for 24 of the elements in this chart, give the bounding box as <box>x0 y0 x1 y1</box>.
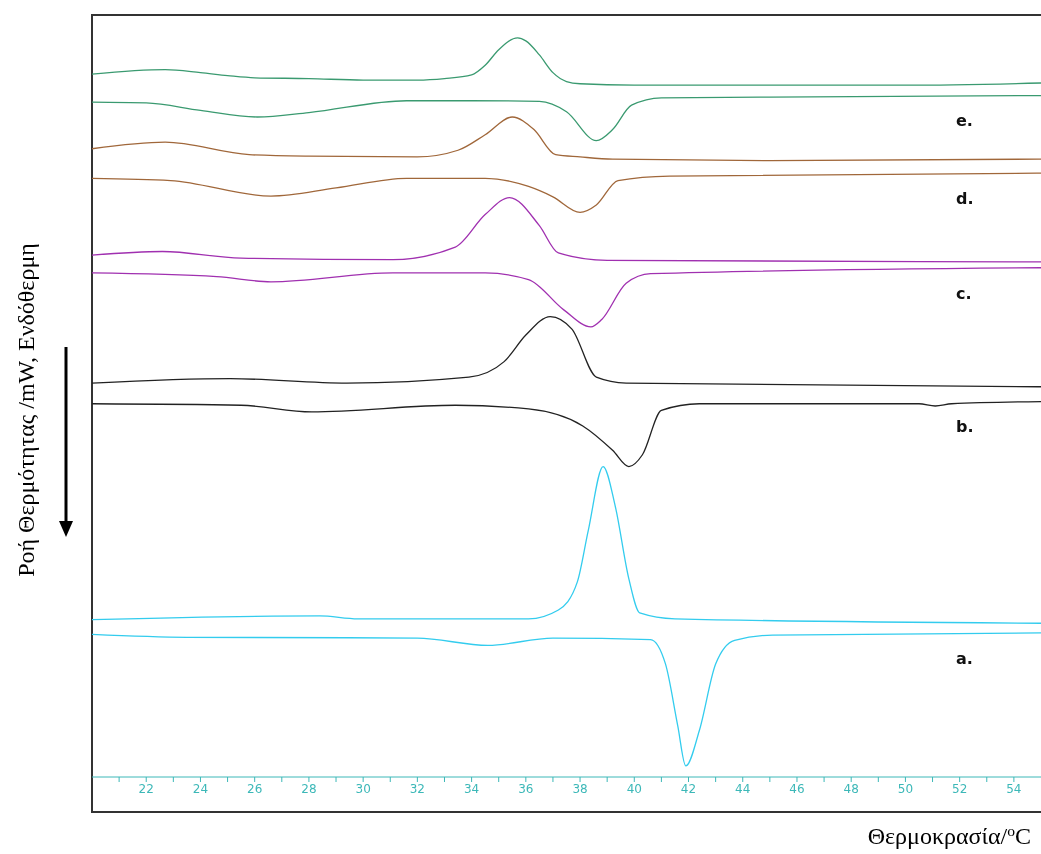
x-tick-label: 28 <box>301 781 317 796</box>
x-tick-label: 46 <box>789 781 805 796</box>
x-tick-label: 48 <box>843 781 859 796</box>
y-axis-title: Ροή Θερμότητας /mW, Ενδόθερμη <box>13 243 39 577</box>
x-axis-title: Θερμοκρασία/$^{o}$C <box>867 821 1031 849</box>
x-tick-label: 34 <box>463 781 480 796</box>
x-tick-label: 50 <box>897 781 914 796</box>
x-tick-label: 36 <box>518 781 534 796</box>
x-tick-label: 38 <box>572 781 588 796</box>
x-tick-label: 32 <box>409 781 426 796</box>
annotation: b. <box>956 417 974 437</box>
x-tick-label: 30 <box>355 781 371 796</box>
x-tick-label: 26 <box>247 781 263 796</box>
x-tick-label: 42 <box>680 781 697 796</box>
x-tick-label: 44 <box>735 781 751 796</box>
x-tick-label: 22 <box>138 781 154 796</box>
annotation: a. <box>956 648 973 668</box>
annotation: c. <box>956 283 972 303</box>
x-tick-label: 24 <box>192 781 209 796</box>
x-tick-label: 52 <box>952 781 968 796</box>
annotation: d. <box>956 189 974 209</box>
annotation: e. <box>956 111 973 131</box>
x-tick-label: 40 <box>626 781 642 796</box>
x-tick-label: 54 <box>1006 781 1022 796</box>
